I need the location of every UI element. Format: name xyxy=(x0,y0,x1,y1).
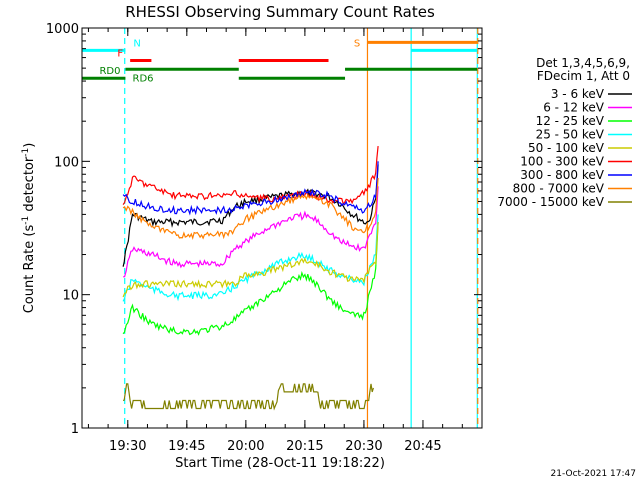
x-tick-label-2: 20:00 xyxy=(227,439,264,454)
legend-label-1: 6 - 12 keV xyxy=(543,101,605,115)
x-axis-label: Start Time (28-Oct-11 19:18:22) xyxy=(175,456,385,471)
y-tick-label-0: 1 xyxy=(71,422,79,437)
series-line-6 xyxy=(122,161,379,216)
flag-label-rd0: RD0 xyxy=(99,66,120,77)
legend-label-2: 12 - 25 keV xyxy=(536,114,605,128)
legend-label-0: 3 - 6 keV xyxy=(551,87,605,101)
legend-label-6: 300 - 800 keV xyxy=(520,168,604,182)
legend: Det 1,3,4,5,6,9, FDecim 1, Att 0 3 - 6 k… xyxy=(497,56,632,209)
legend-label-8: 7000 - 15000 keV xyxy=(497,195,604,209)
legend-label-7: 800 - 7000 keV xyxy=(513,182,605,196)
y-tick-label-2: 100 xyxy=(54,155,79,170)
flag-label-f: F xyxy=(117,49,123,60)
chart-title: RHESSI Observing Summary Count Rates xyxy=(125,3,435,21)
plot-content: NF RD0 RD6 S xyxy=(81,28,479,428)
x-tick-label-0: 19:30 xyxy=(109,439,146,454)
axis-ticks: 19:30 19:45 20:00 20:15 20:30 20:45 1 10 100 1000 xyxy=(46,22,483,454)
legend-header-line-2: FDecim 1, Att 0 xyxy=(537,69,630,83)
flag-label-s: S xyxy=(354,38,360,49)
y-axis-label: Count Rate (s-1 detector-1) xyxy=(21,143,37,314)
series-line-1 xyxy=(123,186,379,278)
plot-frame xyxy=(81,27,483,429)
legend-header-line-1: Det 1,3,4,5,6,9, xyxy=(536,56,630,70)
legend-label-4: 50 - 100 keV xyxy=(528,141,605,155)
y-tick-label-1: 10 xyxy=(62,289,79,304)
timestamp: 21-Oct-2021 17:47 xyxy=(551,469,636,479)
legend-label-5: 100 - 300 keV xyxy=(520,155,604,169)
flag-label-rd6: RD6 xyxy=(133,73,154,84)
x-tick-label-3: 20:15 xyxy=(286,439,323,454)
flag-label-n: N xyxy=(133,38,140,49)
series-line-3 xyxy=(122,214,379,302)
x-tick-label-4: 20:30 xyxy=(345,439,382,454)
series-line-2 xyxy=(122,222,379,336)
series-line-4 xyxy=(122,222,379,298)
series-line-7 xyxy=(122,177,379,241)
series-line-5 xyxy=(122,146,379,206)
legend-label-3: 25 - 50 keV xyxy=(536,128,605,142)
x-tick-label-1: 19:45 xyxy=(168,439,205,454)
x-tick-label-5: 20:45 xyxy=(404,439,441,454)
series-line-8 xyxy=(122,383,374,411)
y-tick-label-3: 1000 xyxy=(46,22,79,37)
